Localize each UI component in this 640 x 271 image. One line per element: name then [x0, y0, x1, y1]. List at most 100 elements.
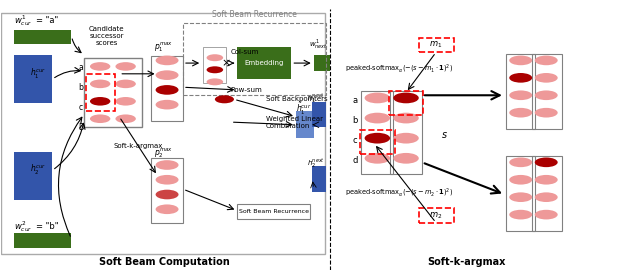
Circle shape	[509, 73, 532, 83]
Bar	[312, 102, 326, 127]
Circle shape	[535, 157, 557, 167]
Circle shape	[535, 210, 557, 220]
Bar	[14, 30, 72, 44]
Circle shape	[509, 175, 532, 185]
Bar	[14, 55, 52, 103]
Bar	[314, 55, 330, 71]
Text: $w^1_{cur}$: $w^1_{cur}$	[14, 13, 33, 28]
Bar	[296, 111, 314, 138]
Text: $\mathrm{peaked\text{-}softmax}_\alpha(-(s-m_2\cdot\mathbf{1})^2)$: $\mathrm{peaked\text{-}softmax}_\alpha(-…	[346, 187, 454, 199]
Circle shape	[394, 93, 419, 103]
Text: Soft Beam Computation: Soft Beam Computation	[99, 257, 229, 267]
Circle shape	[115, 80, 136, 88]
Circle shape	[509, 210, 532, 220]
Circle shape	[207, 78, 223, 85]
Circle shape	[535, 91, 557, 100]
Bar	[389, 91, 423, 115]
Bar	[532, 54, 561, 129]
Text: $s$: $s$	[441, 131, 448, 140]
Circle shape	[394, 133, 419, 144]
Bar	[151, 158, 183, 223]
Text: $w^1_{next}$: $w^1_{next}$	[308, 37, 328, 51]
Text: $p_2^{max}$: $p_2^{max}$	[154, 146, 173, 160]
Circle shape	[394, 153, 419, 164]
Circle shape	[365, 133, 390, 144]
Bar	[360, 130, 394, 154]
Circle shape	[535, 73, 557, 83]
Bar	[532, 156, 561, 231]
Text: a: a	[353, 96, 358, 105]
Bar	[1, 14, 325, 253]
Text: Soft-k-argmax: Soft-k-argmax	[114, 143, 163, 149]
Bar	[362, 91, 394, 175]
Circle shape	[156, 190, 179, 199]
Text: = "b": = "b"	[36, 222, 59, 231]
Circle shape	[509, 56, 532, 65]
Text: Soft Backpointers: Soft Backpointers	[266, 96, 328, 102]
Text: Col-sum: Col-sum	[231, 49, 259, 55]
Bar	[151, 56, 183, 121]
Text: Row-sum: Row-sum	[231, 87, 262, 93]
Circle shape	[156, 175, 179, 185]
Circle shape	[535, 175, 557, 185]
Bar	[419, 208, 454, 223]
Text: Candidate
successor
scores: Candidate successor scores	[89, 26, 124, 46]
Text: $h^{next}_2$: $h^{next}_2$	[307, 156, 325, 169]
Bar	[390, 91, 422, 175]
Circle shape	[156, 100, 179, 109]
Bar	[506, 54, 536, 129]
Circle shape	[207, 54, 223, 61]
Text: $p_1^{max}$: $p_1^{max}$	[154, 40, 173, 54]
Bar	[14, 151, 52, 200]
Circle shape	[156, 204, 179, 214]
Text: $m_2$: $m_2$	[429, 210, 443, 221]
Circle shape	[115, 62, 136, 71]
Circle shape	[115, 114, 136, 123]
Text: Soft-k-argmax: Soft-k-argmax	[428, 257, 506, 267]
Text: D: D	[78, 123, 84, 132]
Circle shape	[90, 97, 110, 106]
Text: Weighted Linear
Combination: Weighted Linear Combination	[266, 116, 323, 128]
Text: $\mathrm{peaked\text{-}softmax}_\alpha(-(s-m_1\cdot\mathbf{1})^2)$: $\mathrm{peaked\text{-}softmax}_\alpha(-…	[346, 62, 454, 75]
Bar	[14, 233, 72, 248]
Circle shape	[215, 95, 234, 103]
Bar	[204, 47, 227, 83]
Circle shape	[509, 157, 532, 167]
Text: ×: ×	[221, 58, 230, 68]
Circle shape	[156, 160, 179, 170]
Circle shape	[90, 114, 110, 123]
Bar	[419, 38, 454, 52]
Circle shape	[535, 192, 557, 202]
Text: c: c	[353, 136, 357, 145]
Bar	[312, 166, 326, 192]
Bar	[237, 47, 291, 79]
Circle shape	[365, 93, 390, 103]
Text: b: b	[353, 116, 358, 125]
Text: $\tilde{h}^{cur}_1$: $\tilde{h}^{cur}_1$	[296, 101, 312, 117]
Bar	[84, 58, 141, 127]
Circle shape	[394, 113, 419, 123]
Circle shape	[365, 153, 390, 164]
Circle shape	[90, 80, 110, 88]
Text: b: b	[79, 83, 83, 92]
Circle shape	[156, 56, 179, 65]
Circle shape	[535, 56, 557, 65]
Circle shape	[90, 62, 110, 71]
Circle shape	[535, 108, 557, 118]
Circle shape	[156, 85, 179, 95]
Text: $m_1$: $m_1$	[429, 40, 443, 50]
Text: $w^2_{cur}$: $w^2_{cur}$	[14, 219, 33, 234]
Text: $h^{cur}_1$: $h^{cur}_1$	[30, 67, 47, 81]
Text: Embedding: Embedding	[244, 60, 284, 66]
Text: Soft Beam Recurrence: Soft Beam Recurrence	[212, 10, 297, 19]
Text: Soft Beam Recurrence: Soft Beam Recurrence	[239, 209, 309, 214]
Text: a: a	[79, 63, 83, 72]
Text: c: c	[79, 103, 83, 112]
Bar	[183, 23, 326, 95]
Text: $h^{cur}_2$: $h^{cur}_2$	[30, 163, 47, 178]
Circle shape	[509, 108, 532, 118]
Bar	[237, 204, 310, 219]
Circle shape	[156, 70, 179, 80]
Text: = "a": = "a"	[36, 16, 59, 25]
Circle shape	[115, 97, 136, 106]
